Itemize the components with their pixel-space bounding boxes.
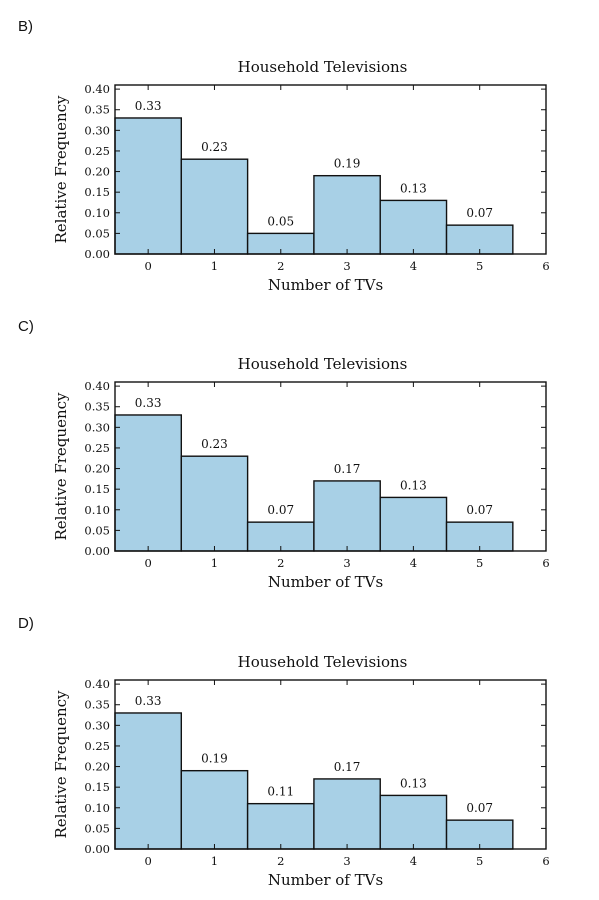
bar-0 xyxy=(114,414,183,552)
bar-value-label: 0.17 xyxy=(334,462,361,476)
y-tick-label: 0.30 xyxy=(84,718,110,732)
x-tick-label: 5 xyxy=(476,556,483,570)
y-tick-label: 0.05 xyxy=(84,821,110,835)
y-tick-label: 0.00 xyxy=(84,247,110,261)
bar-value-label: 0.33 xyxy=(135,396,162,410)
x-tick-label: 6 xyxy=(542,556,549,570)
y-tick-label: 0.25 xyxy=(84,144,110,158)
y-tick-label: 0.05 xyxy=(84,226,110,240)
y-tick-label: 0.05 xyxy=(84,523,110,537)
x-tick-label: 3 xyxy=(343,259,350,273)
plot-frame xyxy=(114,381,547,552)
y-tick-label: 0.25 xyxy=(84,441,110,455)
x-axis-label: Number of TVs xyxy=(268,871,383,889)
plot-frame xyxy=(114,679,547,850)
y-axis-label: Relative Frequency xyxy=(52,690,70,839)
x-tick-label: 5 xyxy=(476,259,483,273)
y-axis-label: Relative Frequency xyxy=(52,95,70,244)
y-tick-label: 0.20 xyxy=(84,165,110,179)
y-tick-label: 0.30 xyxy=(84,420,110,434)
bar-value-label: 0.13 xyxy=(400,181,427,195)
bar-3 xyxy=(313,480,381,552)
x-tick-label: 6 xyxy=(542,854,549,868)
bar-1 xyxy=(180,158,249,255)
x-tick-label: 6 xyxy=(542,259,549,273)
y-tick-label: 0.15 xyxy=(84,185,110,199)
y-tick-label: 0.30 xyxy=(84,123,110,137)
chart-title: Household Televisions xyxy=(238,58,408,76)
x-tick-label: 4 xyxy=(410,259,417,273)
x-tick-label: 2 xyxy=(277,259,284,273)
x-tick-label: 2 xyxy=(277,556,284,570)
bar-value-label: 0.07 xyxy=(466,801,493,815)
y-tick-label: 0.20 xyxy=(84,462,110,476)
y-tick-label: 0.35 xyxy=(84,400,110,414)
bar-1 xyxy=(180,455,249,552)
plot-frame xyxy=(114,84,547,255)
y-axis-label: Relative Frequency xyxy=(52,392,70,541)
y-tick-label: 0.20 xyxy=(84,760,110,774)
x-tick-label: 4 xyxy=(410,854,417,868)
x-tick-label: 1 xyxy=(211,556,218,570)
y-tick-label: 0.15 xyxy=(84,482,110,496)
chart-title: Household Televisions xyxy=(238,355,408,373)
x-axis-label: Number of TVs xyxy=(268,573,383,591)
x-tick-label: 1 xyxy=(211,259,218,273)
option-label-d: D) xyxy=(18,615,34,632)
y-tick-label: 0.00 xyxy=(84,544,110,558)
x-tick-label: 3 xyxy=(343,556,350,570)
bar-value-label: 0.07 xyxy=(466,503,493,517)
bar-value-label: 0.05 xyxy=(267,214,294,228)
x-tick-label: 2 xyxy=(277,854,284,868)
option-label-b: B) xyxy=(18,18,33,35)
y-tick-label: 0.40 xyxy=(84,82,110,96)
x-tick-label: 0 xyxy=(144,556,151,570)
y-tick-label: 0.35 xyxy=(84,698,110,712)
y-tick-label: 0.35 xyxy=(84,103,110,117)
y-tick-label: 0.15 xyxy=(84,780,110,794)
bar-3 xyxy=(313,174,381,255)
y-tick-label: 0.00 xyxy=(84,842,110,856)
bar-value-label: 0.13 xyxy=(400,478,427,492)
bar-value-label: 0.33 xyxy=(135,694,162,708)
histogram-chart-b: Household Televisions 0.33 0.23 0.05 0.19 0.1… xyxy=(52,58,550,294)
y-tick-label: 0.10 xyxy=(84,503,110,517)
bar-value-label: 0.23 xyxy=(201,437,228,451)
bar-value-label: 0.07 xyxy=(466,206,493,220)
bar-value-label: 0.33 xyxy=(135,99,162,113)
y-tick-label: 0.40 xyxy=(84,379,110,393)
chart-title: Household Televisions xyxy=(238,653,408,671)
bar-4 xyxy=(379,199,448,255)
x-axis-label: Number of TVs xyxy=(268,276,383,294)
bar-4 xyxy=(379,496,448,552)
x-tick-label: 0 xyxy=(144,854,151,868)
histogram-chart-d: Household Televisions 0.33 0.19 0.11 0.17 0.1… xyxy=(52,653,550,889)
bar-3 xyxy=(313,778,381,850)
histogram-chart-c: Household Televisions 0.33 0.23 0.07 0.17 0.1… xyxy=(52,355,550,591)
bar-value-label: 0.07 xyxy=(267,503,294,517)
x-tick-label: 1 xyxy=(211,854,218,868)
x-tick-label: 3 xyxy=(343,854,350,868)
bar-value-label: 0.23 xyxy=(201,140,228,154)
bar-1 xyxy=(180,769,249,850)
bar-value-label: 0.17 xyxy=(334,760,361,774)
bar-0 xyxy=(114,712,183,850)
option-label-c: C) xyxy=(18,318,34,335)
bar-value-label: 0.11 xyxy=(267,785,294,799)
y-tick-label: 0.40 xyxy=(84,677,110,691)
y-tick-label: 0.25 xyxy=(84,739,110,753)
bar-value-label: 0.19 xyxy=(334,157,361,171)
x-tick-label: 0 xyxy=(144,259,151,273)
y-tick-label: 0.10 xyxy=(84,801,110,815)
bar-value-label: 0.19 xyxy=(201,752,228,766)
bar-4 xyxy=(379,794,448,850)
bar-2 xyxy=(246,802,315,850)
y-tick-label: 0.10 xyxy=(84,206,110,220)
x-tick-label: 5 xyxy=(476,854,483,868)
x-tick-label: 4 xyxy=(410,556,417,570)
bar-value-label: 0.13 xyxy=(400,776,427,790)
bar-0 xyxy=(114,117,183,255)
